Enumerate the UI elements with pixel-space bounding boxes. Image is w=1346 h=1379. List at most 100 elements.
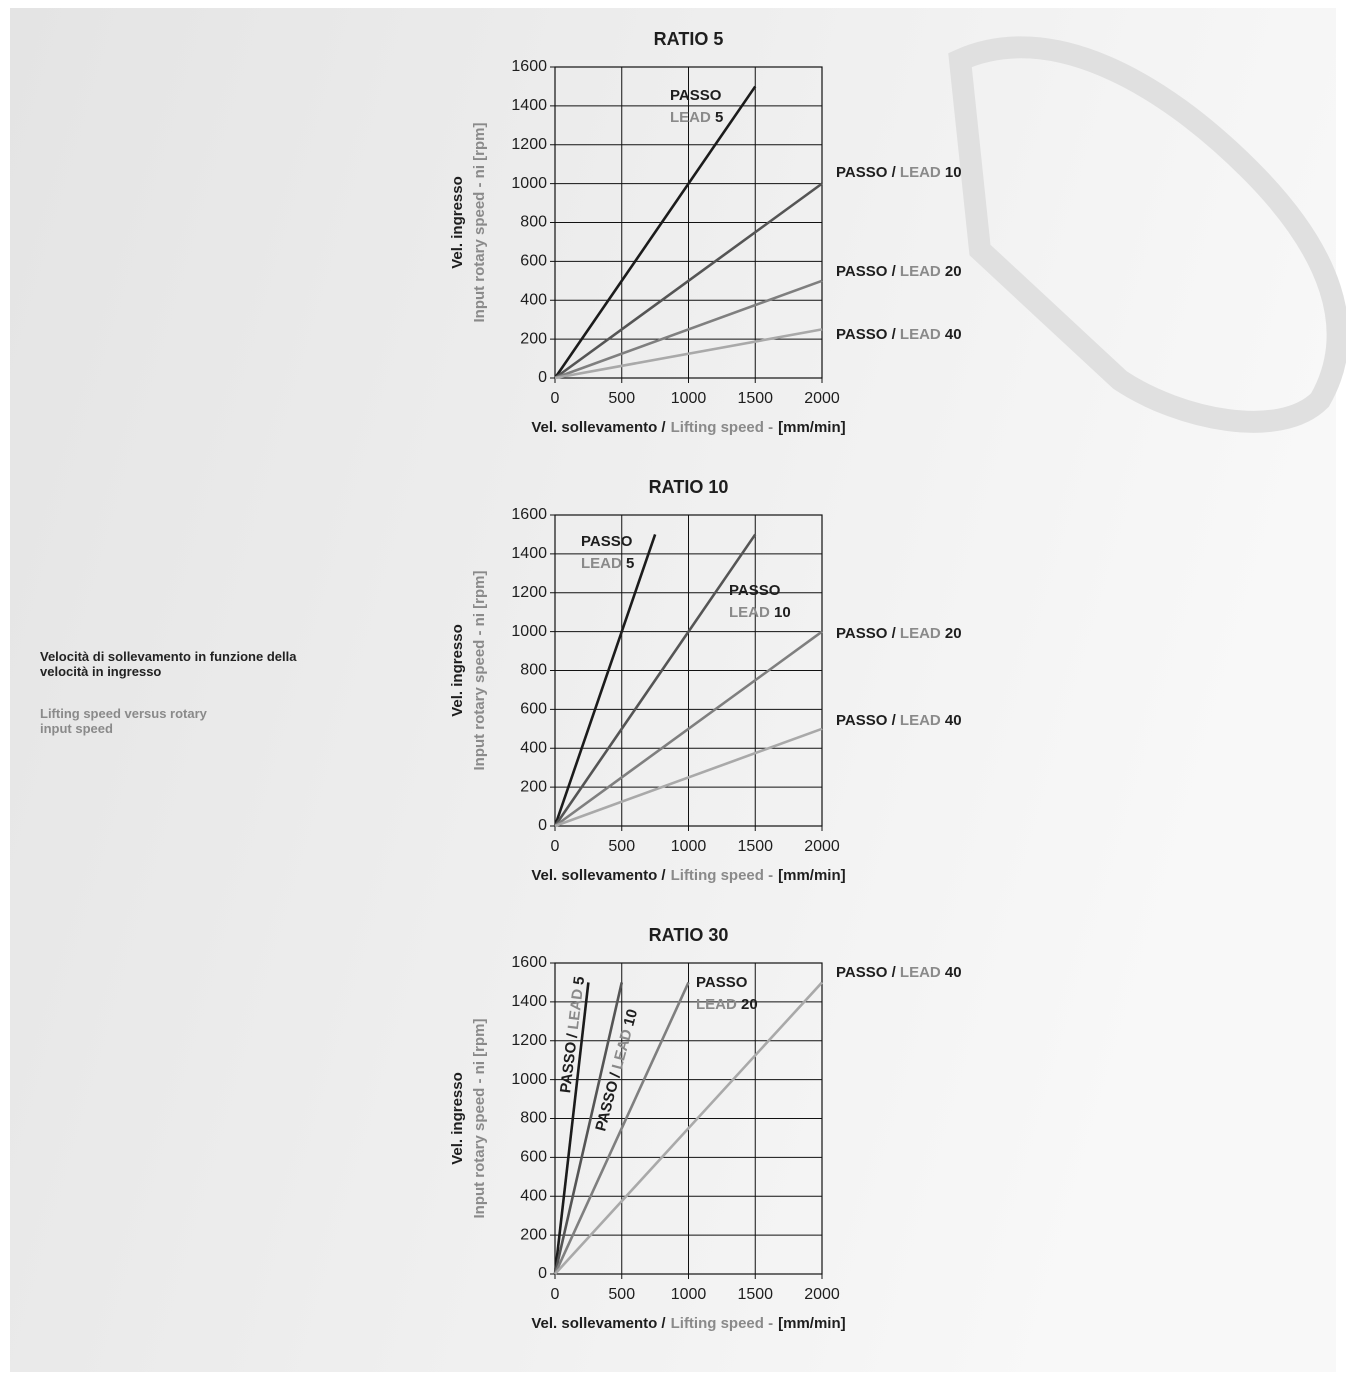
y-tick-label: 200 (520, 1226, 547, 1243)
y-tick-label: 1400 (511, 97, 547, 114)
series-label-part: LEAD (900, 164, 945, 181)
y-tick-label: 1600 (511, 954, 547, 971)
series-line (554, 279, 823, 380)
x-tick-label: 500 (608, 390, 635, 407)
y-axis-label: Input rotary speed - ni [rpm] (471, 1018, 488, 1218)
x-tick-label: 0 (551, 1286, 560, 1303)
y-tick-label: 400 (520, 739, 547, 756)
x-axis-label-part: Lifting speed - (671, 867, 774, 884)
series-label-part: PASSO (557, 1037, 581, 1094)
x-tick-label: 500 (608, 838, 635, 855)
series-label-part: 20 (741, 996, 758, 1013)
series-label-part: LEAD (900, 326, 945, 343)
y-tick-label: 0 (538, 1265, 547, 1282)
y-tick-label: 1200 (511, 584, 547, 601)
series-line (553, 533, 757, 827)
series-label-part: PASSO (696, 974, 752, 991)
x-tick-label: 500 (608, 1286, 635, 1303)
y-tick-label: 1600 (511, 58, 547, 75)
series-line (553, 982, 624, 1275)
series-label-part: PASSO (670, 87, 726, 104)
series-label-part: 5 (570, 976, 588, 986)
x-tick-label: 0 (551, 390, 560, 407)
series-label-part: PASSO (836, 712, 892, 729)
series-label-part: 40 (945, 326, 962, 343)
series-label-part: PASSO (836, 263, 892, 280)
plot-frame (554, 962, 823, 1275)
description-it: Velocità di sollevamento in funzione del… (40, 649, 297, 679)
y-tick-label: 200 (520, 330, 547, 347)
series-label-part: / (564, 1028, 582, 1038)
x-tick-label: 1500 (737, 390, 773, 407)
series-line (553, 982, 590, 1275)
series-label-part: 5 (626, 555, 634, 572)
series-label-part: / (892, 263, 900, 280)
series-label-part: PASSO (836, 164, 892, 181)
y-axis-label: Input rotary speed - ni [rpm] (471, 570, 488, 770)
series-label-part: / (892, 964, 900, 981)
x-axis-label: Vel. sollevamento / Lifting speed - [mm/mi… (531, 1315, 845, 1332)
series-label-part: 10 (774, 604, 791, 621)
series-label-part: LEAD (900, 625, 945, 642)
series-label-part: / (892, 625, 900, 642)
x-axis-label-part: Vel. sollevamento / (531, 867, 666, 884)
y-tick-label: 1000 (511, 1071, 547, 1088)
series-label-part: LEAD (581, 555, 626, 572)
plot-frame (554, 66, 823, 379)
x-tick-label: 2000 (804, 838, 840, 855)
decoration (948, 36, 1346, 433)
series-label: PASSO / LEAD 40 (836, 712, 962, 729)
series-line (554, 630, 823, 828)
y-tick-label: 1200 (511, 1032, 547, 1049)
y-tick-label: 600 (520, 701, 547, 718)
series-line (553, 534, 657, 827)
x-tick-label: 1000 (671, 838, 707, 855)
y-tick-label: 0 (538, 369, 547, 386)
series-label-part: PASSO (836, 964, 892, 981)
series-line (553, 981, 690, 1275)
series-label-part: / (892, 712, 900, 729)
series-label: PASSO LEAD 5 (581, 533, 637, 572)
series-label: PASSO LEAD 20 (696, 974, 758, 1013)
series-label: PASSO LEAD 5 (670, 87, 726, 126)
x-axis-label-part: [mm/min] (778, 1315, 846, 1332)
y-tick-label: 400 (520, 1187, 547, 1204)
x-axis-label: Vel. sollevamento / Lifting speed - [mm/mi… (531, 867, 845, 884)
series-label-part: 20 (945, 625, 962, 642)
series-label-part: 10 (945, 164, 962, 181)
chart-title: RATIO 10 (649, 477, 729, 497)
series-label-part: PASSO (836, 625, 892, 642)
y-tick-label: 600 (520, 1149, 547, 1166)
series-label: PASSO / LEAD 40 (836, 326, 962, 343)
x-tick-label: 1000 (671, 390, 707, 407)
background (10, 8, 1336, 1372)
series-line (554, 981, 823, 1275)
x-tick-label: 1500 (737, 838, 773, 855)
series-line (554, 182, 823, 380)
series-label: PASSO / LEAD 20 (836, 625, 962, 642)
x-tick-label: 0 (551, 838, 560, 855)
series-label: PASSO / LEAD 40 (836, 964, 962, 981)
series-label: PASSO / LEAD 5 (557, 976, 588, 1094)
y-tick-label: 200 (520, 778, 547, 795)
chart-title: RATIO 30 (649, 925, 729, 945)
series-label-part: PASSO (836, 326, 892, 343)
series-label: PASSO LEAD 10 (729, 582, 791, 621)
series-label-part: 10 (620, 1007, 641, 1028)
y-tick-label: 800 (520, 1110, 547, 1127)
x-tick-label: 2000 (804, 1286, 840, 1303)
series-label-part: PASSO (581, 533, 637, 550)
series-label-part: / (892, 164, 900, 181)
x-axis-label-part: Vel. sollevamento / (531, 419, 666, 436)
y-tick-label: 1000 (511, 623, 547, 640)
series-label-part: LEAD (729, 604, 774, 621)
series-label-part: 5 (715, 109, 723, 126)
y-tick-label: 800 (520, 214, 547, 231)
y-tick-label: 600 (520, 253, 547, 270)
y-tick-label: 0 (538, 817, 547, 834)
series-label-part: PASSO (729, 582, 785, 599)
x-tick-label: 2000 (804, 390, 840, 407)
y-axis-label: Vel. ingresso (449, 176, 466, 269)
